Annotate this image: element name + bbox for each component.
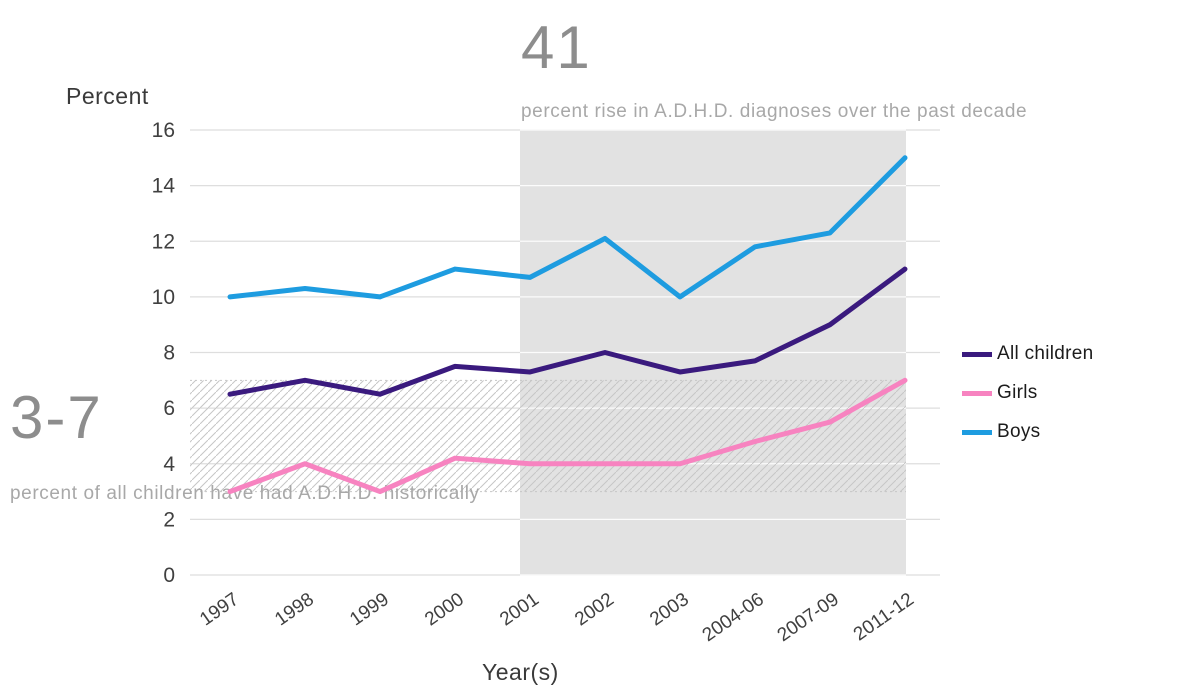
x-tick-label: 2001 [496, 589, 543, 630]
x-tick-label: 2002 [571, 589, 618, 630]
legend-label: Boys [997, 421, 1041, 442]
historical-hatch-band [190, 380, 906, 492]
x-tick-label: 2003 [646, 589, 693, 630]
series-line-all-children [227, 266, 908, 397]
y-tick-label: 10 [152, 286, 175, 309]
x-tick-label: 1997 [196, 589, 243, 630]
y-tick-label: 8 [163, 342, 175, 365]
y-gridlines [190, 129, 940, 576]
legend-item-girls: Girls [962, 382, 1094, 404]
series-line-boys [227, 155, 908, 300]
y-tick-label: 0 [163, 564, 175, 587]
decade-shaded-region [520, 130, 906, 575]
y-tick-label: 12 [152, 230, 175, 253]
y-tick-label: 2 [163, 508, 175, 531]
legend-swatch-girls [962, 390, 992, 396]
y-tick-label: 6 [163, 397, 175, 420]
x-tick-label: 2011-12 [850, 589, 918, 645]
x-tick-labels: 1997 1998 1999 2000 2001 2002 2003 2004-06 2007-… [196, 589, 918, 646]
y-tick-labels: 0 2 4 6 8 10 12 14 16 [152, 119, 176, 587]
x-tick-label: 2004-06 [699, 589, 768, 646]
legend-label: Girls [997, 382, 1038, 403]
x-tick-label: 1998 [271, 589, 318, 630]
x-axis-title: Year(s) [482, 659, 559, 685]
y-tick-label: 4 [163, 453, 175, 476]
legend-label: All children [997, 343, 1094, 364]
x-tick-label: 2007-09 [774, 589, 843, 646]
x-tick-label: 2000 [421, 589, 468, 630]
historical-range-big-number: 3-7 [10, 384, 103, 451]
chart-legend: All children Girls Boys [962, 343, 1094, 460]
legend-item-all-children: All children [962, 343, 1094, 365]
y-tick-label: 16 [152, 119, 175, 142]
historical-range-caption: percent of all children have had A.D.H.D… [10, 483, 480, 504]
series-line-girls [227, 377, 908, 495]
y-tick-label: 14 [152, 175, 176, 198]
y-axis-title: Percent [66, 83, 149, 109]
decade-rise-big-number: 41 [521, 14, 592, 81]
legend-swatch-boys [962, 429, 992, 435]
legend-swatch-all-children [962, 351, 992, 357]
legend-item-boys: Boys [962, 421, 1094, 443]
x-tick-label: 1999 [346, 589, 393, 630]
decade-rise-caption: percent rise in A.D.H.D. diagnoses over … [521, 101, 1028, 122]
